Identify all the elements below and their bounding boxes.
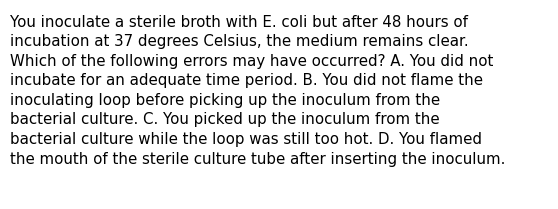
Text: You inoculate a sterile broth with E. coli but after 48 hours of
incubation at 3: You inoculate a sterile broth with E. co… bbox=[10, 15, 506, 167]
